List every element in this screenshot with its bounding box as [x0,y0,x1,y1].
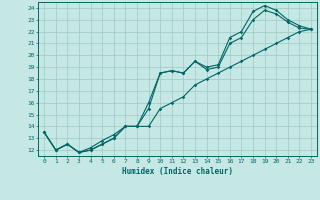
X-axis label: Humidex (Indice chaleur): Humidex (Indice chaleur) [122,167,233,176]
